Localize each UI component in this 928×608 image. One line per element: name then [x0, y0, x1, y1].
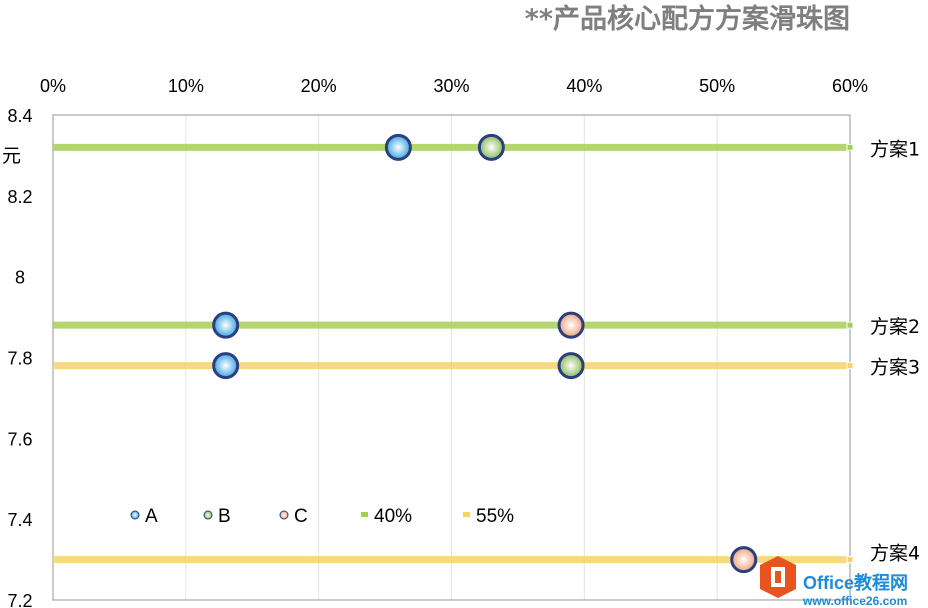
y-tick-label: 7.2 [7, 591, 32, 608]
y-tick-label: 8.4 [7, 106, 32, 126]
legend-marker-55% [463, 512, 470, 517]
row-line-end-marker [846, 321, 854, 329]
watermark-name: Office教程网 [803, 572, 908, 593]
legend-label: 40% [374, 506, 412, 527]
point-C [730, 546, 758, 574]
x-tick-label: 50% [699, 76, 735, 96]
row-label: 方案1 [870, 138, 920, 160]
row-line-end-marker [846, 556, 854, 564]
legend-label: 55% [476, 506, 514, 527]
row-label: 方案3 [870, 357, 920, 379]
legend-marker-B [203, 510, 213, 520]
x-tick-label: 30% [433, 76, 469, 96]
y-tick-label: 7.8 [7, 349, 32, 369]
row-label: 方案4 [870, 543, 920, 565]
x-tick-label: 20% [301, 76, 337, 96]
x-tick-label: 40% [566, 76, 602, 96]
x-tick-label: 10% [168, 76, 204, 96]
legend-label: A [145, 506, 158, 527]
y-tick-label: 7.6 [7, 429, 32, 449]
point-C [557, 311, 585, 339]
y-tick-label: 7.4 [7, 510, 32, 530]
row-line-end-marker [846, 143, 854, 151]
x-tick-label: 60% [832, 76, 868, 96]
y-axis-unit: 元 [2, 145, 21, 167]
watermark-logo: Office教程网 www.office26.com [760, 556, 908, 608]
legend-marker-A [130, 510, 140, 520]
legend-marker-40% [361, 512, 368, 517]
legend-label: C [294, 506, 308, 527]
row-label: 方案2 [870, 316, 920, 338]
plot-border [52, 114, 851, 601]
y-tick-label: 8.2 [7, 187, 32, 207]
point-A [384, 133, 412, 161]
legend-label: B [218, 506, 231, 527]
point-B [557, 352, 585, 380]
point-A [212, 311, 240, 339]
row-line-end-marker [846, 362, 854, 370]
x-tick-label: 0% [40, 76, 66, 96]
y-tick-label: 8 [15, 268, 25, 288]
point-B [477, 133, 505, 161]
legend-marker-C [279, 510, 289, 520]
chart-title: **产品核心配方方案滑珠图 [525, 3, 850, 35]
point-A [212, 352, 240, 380]
watermark-url: www.office26.com [802, 594, 907, 608]
